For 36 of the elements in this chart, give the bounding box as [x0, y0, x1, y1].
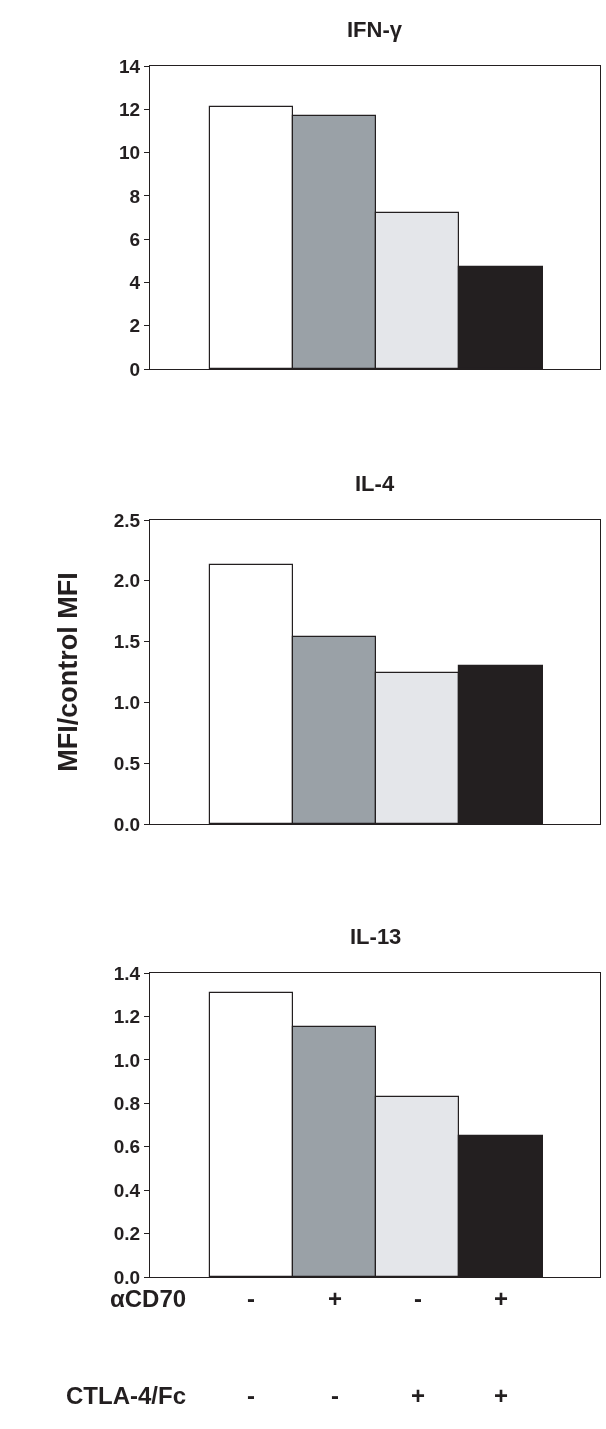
y-tick-label: 0.5 — [113, 752, 141, 774]
y-tick-label: 2.5 — [113, 509, 141, 531]
text: - — [247, 1382, 255, 1409]
text: + — [411, 1382, 426, 1409]
text: - — [331, 1382, 339, 1409]
chart-title: IFN-γ — [347, 17, 403, 42]
text: αCD70 — [110, 1285, 187, 1312]
text: - — [414, 1285, 422, 1312]
text: + — [328, 1285, 343, 1312]
y-tick-label: 1.2 — [113, 1006, 141, 1028]
y-tick-label: 0 — [129, 358, 141, 380]
y-tick-label: 1.0 — [113, 692, 141, 714]
y-tick-label: 1.4 — [113, 962, 141, 984]
y-tick-label: 1.5 — [113, 631, 141, 653]
y-tick-label: 0.0 — [113, 1266, 141, 1288]
chart-title: IL-4 — [355, 471, 395, 496]
y-tick-label: 12 — [118, 98, 141, 120]
y-tick-label: 0.6 — [113, 1136, 141, 1158]
y-tick-label: 0.8 — [113, 1092, 141, 1114]
text: CTLA-4/Fc — [66, 1382, 186, 1409]
y-axis-title: MFI/control MFI — [52, 572, 83, 772]
y-tick-label: 1.0 — [113, 1049, 141, 1071]
y-tick-label: 4 — [129, 272, 141, 294]
y-tick-label: 0.4 — [113, 1179, 141, 1201]
y-tick-label: 6 — [129, 228, 141, 250]
y-tick-label: 2.0 — [113, 570, 141, 592]
y-tick-label: 0.0 — [113, 813, 141, 835]
text: - — [247, 1285, 255, 1312]
y-tick-label: 8 — [129, 185, 141, 207]
chart-title: IL-13 — [350, 924, 402, 949]
y-tick-label: 0.2 — [113, 1223, 141, 1245]
y-tick-label: 14 — [118, 55, 141, 77]
text: + — [494, 1382, 509, 1409]
y-tick-label: 2 — [129, 315, 141, 337]
y-tick-label: 10 — [118, 142, 141, 164]
text: + — [494, 1285, 509, 1312]
